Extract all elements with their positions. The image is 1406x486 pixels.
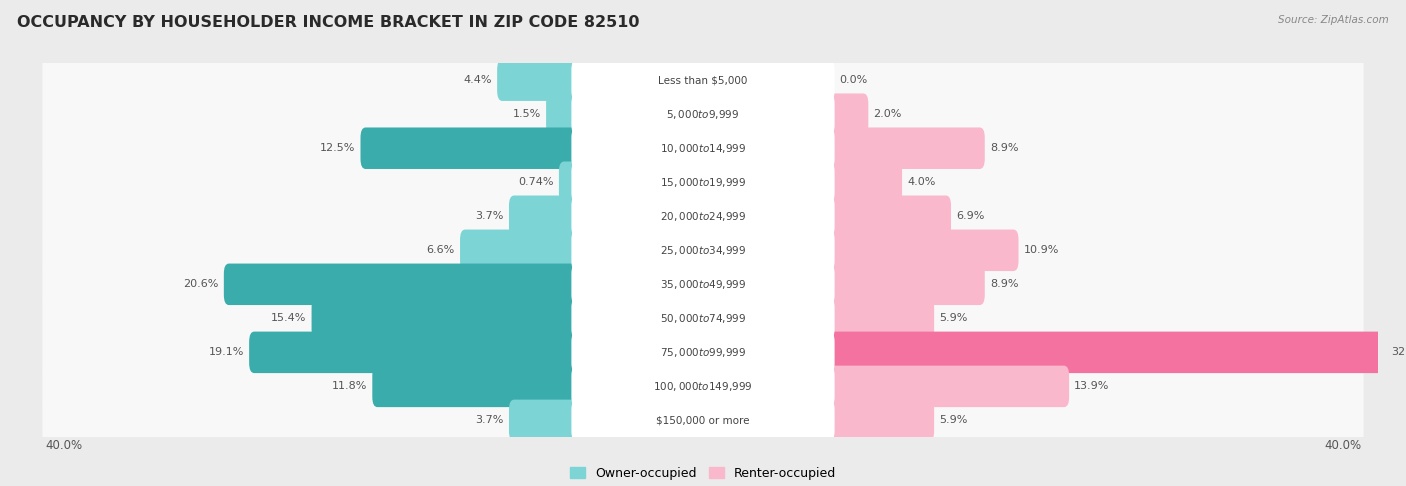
Legend: Owner-occupied, Renter-occupied: Owner-occupied, Renter-occupied [569,467,837,480]
FancyBboxPatch shape [824,263,984,305]
FancyBboxPatch shape [571,229,835,271]
Text: Less than $5,000: Less than $5,000 [658,75,748,85]
Text: 3.7%: 3.7% [475,416,503,425]
Text: 13.9%: 13.9% [1074,382,1109,391]
FancyBboxPatch shape [42,161,1364,203]
Text: 0.0%: 0.0% [839,75,868,85]
FancyBboxPatch shape [824,365,1069,407]
FancyBboxPatch shape [824,297,934,339]
FancyBboxPatch shape [42,365,1364,407]
FancyBboxPatch shape [571,93,835,135]
Text: 2.0%: 2.0% [873,109,901,119]
Text: 15.4%: 15.4% [271,313,307,323]
FancyBboxPatch shape [498,59,582,101]
FancyBboxPatch shape [373,365,582,407]
FancyBboxPatch shape [571,161,835,203]
FancyBboxPatch shape [460,229,582,271]
FancyBboxPatch shape [42,93,1364,135]
FancyBboxPatch shape [224,263,582,305]
FancyBboxPatch shape [42,399,1364,441]
FancyBboxPatch shape [312,297,582,339]
Text: $150,000 or more: $150,000 or more [657,416,749,425]
Text: 11.8%: 11.8% [332,382,367,391]
Text: 5.9%: 5.9% [939,416,967,425]
FancyBboxPatch shape [571,195,835,237]
FancyBboxPatch shape [42,127,1364,169]
FancyBboxPatch shape [571,263,835,305]
FancyBboxPatch shape [42,297,1364,339]
FancyBboxPatch shape [42,331,1364,373]
Text: $100,000 to $149,999: $100,000 to $149,999 [654,380,752,393]
FancyBboxPatch shape [824,161,903,203]
Text: $5,000 to $9,999: $5,000 to $9,999 [666,108,740,121]
FancyBboxPatch shape [824,331,1386,373]
FancyBboxPatch shape [249,331,582,373]
FancyBboxPatch shape [571,365,835,407]
Text: 32.7%: 32.7% [1392,347,1406,357]
FancyBboxPatch shape [571,127,835,169]
FancyBboxPatch shape [571,399,835,441]
Text: OCCUPANCY BY HOUSEHOLDER INCOME BRACKET IN ZIP CODE 82510: OCCUPANCY BY HOUSEHOLDER INCOME BRACKET … [17,15,640,30]
FancyBboxPatch shape [571,297,835,339]
FancyBboxPatch shape [824,93,869,135]
Text: 4.0%: 4.0% [907,177,935,187]
Text: 20.6%: 20.6% [183,279,219,289]
Text: 5.9%: 5.9% [939,313,967,323]
Text: 12.5%: 12.5% [321,143,356,153]
Text: $75,000 to $99,999: $75,000 to $99,999 [659,346,747,359]
Text: 0.74%: 0.74% [519,177,554,187]
Text: 8.9%: 8.9% [990,279,1018,289]
FancyBboxPatch shape [509,399,582,441]
Text: $25,000 to $34,999: $25,000 to $34,999 [659,244,747,257]
FancyBboxPatch shape [824,229,1018,271]
Text: Source: ZipAtlas.com: Source: ZipAtlas.com [1278,15,1389,25]
Text: 6.9%: 6.9% [956,211,984,221]
Text: $20,000 to $24,999: $20,000 to $24,999 [659,210,747,223]
Text: 10.9%: 10.9% [1024,245,1059,255]
Text: $10,000 to $14,999: $10,000 to $14,999 [659,142,747,155]
Text: 19.1%: 19.1% [208,347,245,357]
Text: $15,000 to $19,999: $15,000 to $19,999 [659,176,747,189]
Text: 40.0%: 40.0% [45,439,82,452]
FancyBboxPatch shape [546,93,582,135]
FancyBboxPatch shape [42,59,1364,101]
Text: 1.5%: 1.5% [513,109,541,119]
Text: 8.9%: 8.9% [990,143,1018,153]
FancyBboxPatch shape [824,399,934,441]
FancyBboxPatch shape [824,127,984,169]
FancyBboxPatch shape [509,195,582,237]
Text: 3.7%: 3.7% [475,211,503,221]
FancyBboxPatch shape [42,195,1364,237]
Text: $35,000 to $49,999: $35,000 to $49,999 [659,278,747,291]
Text: $50,000 to $74,999: $50,000 to $74,999 [659,312,747,325]
Text: 4.4%: 4.4% [464,75,492,85]
Text: 6.6%: 6.6% [427,245,456,255]
FancyBboxPatch shape [571,59,835,101]
Text: 40.0%: 40.0% [1324,439,1361,452]
FancyBboxPatch shape [560,161,582,203]
FancyBboxPatch shape [42,263,1364,305]
FancyBboxPatch shape [824,195,950,237]
FancyBboxPatch shape [571,331,835,373]
FancyBboxPatch shape [360,127,582,169]
FancyBboxPatch shape [42,229,1364,271]
